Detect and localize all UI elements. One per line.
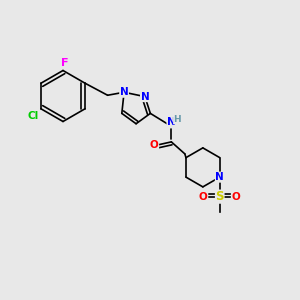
Text: N: N (167, 117, 176, 127)
Text: N: N (120, 87, 128, 97)
Text: H: H (173, 115, 181, 124)
Text: O: O (199, 192, 208, 202)
Text: Cl: Cl (28, 111, 39, 121)
Text: O: O (150, 140, 159, 150)
Text: N: N (215, 172, 224, 182)
Text: O: O (232, 192, 241, 202)
Text: F: F (61, 58, 68, 68)
Text: S: S (215, 190, 224, 203)
Text: N: N (140, 92, 149, 102)
